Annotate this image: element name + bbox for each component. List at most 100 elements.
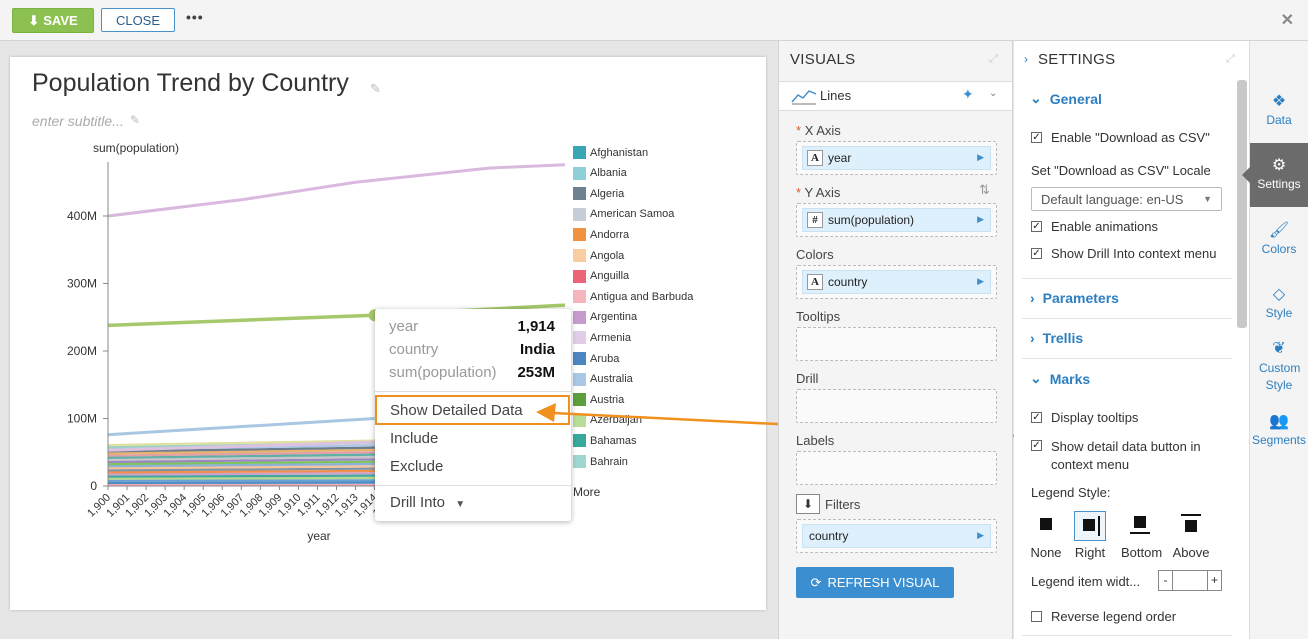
save-button[interactable]: ⬇ SAVE	[12, 8, 94, 33]
colors-field-pill[interactable]: A country ▶	[802, 270, 991, 294]
edit-title-pencil-icon[interactable]: ✎	[370, 81, 381, 96]
animations-checkbox-row[interactable]: ✓ Enable animations	[1031, 219, 1158, 234]
series-line[interactable]	[107, 469, 394, 474]
y-axis-field-pill[interactable]: # sum(population) ▶	[802, 208, 991, 232]
detail-button-checkbox-row[interactable]: ✓ Show detail data button in context men…	[1031, 438, 1201, 474]
series-line[interactable]	[107, 450, 394, 457]
drill-into-menu-item[interactable]: Drill Into ▼	[390, 494, 465, 511]
rail-item-segments[interactable]: 👥 Segments	[1250, 411, 1308, 447]
legend-item[interactable]: Aruba	[573, 351, 619, 366]
detail-button-checkbox[interactable]: ✓	[1031, 440, 1042, 451]
visual-type-selector[interactable]: Lines ✦ ⌄	[779, 81, 1012, 111]
labels-shelf[interactable]	[796, 451, 997, 485]
download-csv-checkbox[interactable]: ✓	[1031, 132, 1042, 143]
series-line[interactable]	[107, 460, 394, 466]
drill-menu-checkbox-row[interactable]: ✓ Show Drill Into context menu	[1031, 246, 1216, 261]
x-axis-shelf[interactable]: A year ▶	[796, 141, 997, 175]
filters-shelf[interactable]: country ▶	[796, 519, 997, 553]
trellis-section-toggle[interactable]: › Trellis	[1030, 330, 1083, 346]
series-line[interactable]	[107, 455, 394, 461]
drill-shelf[interactable]	[796, 389, 997, 423]
caret-right-icon[interactable]: ▶	[977, 152, 984, 162]
series-line[interactable]	[107, 417, 375, 437]
animations-checkbox[interactable]: ✓	[1031, 221, 1042, 232]
legend-item[interactable]: Andorra	[573, 227, 629, 242]
caret-right-icon[interactable]: ▶	[977, 530, 984, 540]
series-line[interactable]	[107, 465, 394, 470]
settings-scrollbar[interactable]	[1237, 80, 1247, 328]
reverse-order-checkbox-row[interactable]: Reverse legend order	[1031, 609, 1176, 624]
exclude-menu-item[interactable]: Exclude	[390, 458, 444, 475]
legend-more-link[interactable]: More	[573, 485, 601, 499]
series-line[interactable]	[107, 476, 394, 480]
include-menu-item[interactable]: Include	[390, 430, 439, 447]
legend-item[interactable]: Austria	[573, 392, 624, 407]
series-line[interactable]	[107, 472, 394, 476]
edit-subtitle-pencil-icon[interactable]: ✎	[130, 113, 141, 127]
series-line[interactable]	[107, 448, 394, 455]
rail-item-style[interactable]: ◇ Style	[1250, 284, 1308, 320]
legend-width-stepper[interactable]: - +	[1158, 570, 1222, 591]
legend-item[interactable]: American Samoa	[573, 207, 674, 222]
x-axis-field-pill[interactable]: A year ▶	[802, 146, 991, 170]
legend-style-none[interactable]: None	[1027, 511, 1065, 560]
series-line[interactable]	[107, 467, 394, 472]
subtitle-input[interactable]: enter subtitle...	[32, 113, 124, 129]
series-line[interactable]	[107, 474, 394, 478]
sort-icon[interactable]: ⇅	[979, 182, 990, 197]
drill-menu-checkbox[interactable]: ✓	[1031, 248, 1042, 259]
reverse-order-checkbox[interactable]	[1031, 611, 1042, 622]
legend-item[interactable]: Armenia	[573, 330, 631, 345]
caret-right-icon[interactable]: ▶	[977, 276, 984, 286]
legend-style-above[interactable]: Above	[1172, 511, 1210, 560]
chart-title[interactable]: Population Trend by Country	[32, 69, 349, 97]
marks-section-toggle[interactable]: ⌄ Marks	[1030, 370, 1090, 387]
expand-icon[interactable]: ⤢	[1226, 53, 1235, 65]
legend-item[interactable]: Algeria	[573, 186, 624, 201]
display-tooltips-checkbox[interactable]: ✓	[1031, 412, 1042, 423]
series-line[interactable]	[107, 440, 375, 452]
series-line[interactable]	[107, 446, 394, 453]
legend-item[interactable]: Afghanistan	[573, 145, 648, 160]
caret-right-icon[interactable]: ▶	[977, 214, 984, 224]
series-line[interactable]	[107, 479, 394, 482]
sparkle-icon[interactable]: ✦	[962, 86, 974, 102]
colors-shelf[interactable]: A country ▶	[796, 265, 997, 299]
series-line[interactable]	[107, 163, 566, 218]
chevron-right-icon[interactable]: ›	[1024, 52, 1028, 66]
legend-style-right[interactable]: Right	[1071, 511, 1109, 560]
decrement-button[interactable]: -	[1159, 571, 1173, 590]
legend-item[interactable]: Bahamas	[573, 433, 636, 448]
general-section-toggle[interactable]: ⌄ General	[1030, 90, 1102, 107]
expand-icon[interactable]: ⤢	[989, 53, 998, 65]
legend-item[interactable]: Azerbaijan	[573, 413, 642, 428]
locale-select[interactable]: Default language: en-US ▼	[1031, 187, 1222, 211]
legend-item[interactable]: Angola	[573, 248, 624, 263]
display-tooltips-checkbox-row[interactable]: ✓ Display tooltips	[1031, 410, 1138, 425]
refresh-visual-button[interactable]: ⟳ REFRESH VISUAL	[796, 567, 954, 598]
rail-item-settings[interactable]: ⚙ Settings	[1242, 143, 1308, 207]
legend-item[interactable]: Antigua and Barbuda	[573, 289, 693, 304]
legend-item[interactable]: Australia	[573, 372, 633, 387]
legend-item[interactable]: Bahrain	[573, 454, 628, 469]
show-detailed-data-menu-item[interactable]: Show Detailed Data	[390, 402, 523, 419]
parameters-section-toggle[interactable]: › Parameters	[1030, 290, 1119, 306]
increment-button[interactable]: +	[1207, 571, 1221, 590]
series-line[interactable]	[107, 453, 394, 459]
close-x-icon[interactable]: ✕	[1280, 12, 1294, 29]
close-button[interactable]: CLOSE	[101, 8, 175, 32]
y-axis-shelf[interactable]: # sum(population) ▶	[796, 203, 997, 237]
legend-style-bottom[interactable]: Bottom	[1121, 511, 1162, 560]
filter-download-icon[interactable]: ⬇	[796, 494, 820, 514]
rail-item-data[interactable]: ❖ Data	[1250, 91, 1308, 127]
legend-item[interactable]: Anguilla	[573, 269, 629, 284]
series-line[interactable]	[107, 439, 394, 447]
rail-item-custom-style[interactable]: ❦ Custom Style	[1250, 338, 1308, 394]
rail-item-colors[interactable]: 🖌 Colors	[1250, 220, 1308, 256]
legend-item[interactable]: Albania	[573, 166, 627, 181]
download-csv-checkbox-row[interactable]: ✓ Enable "Download as CSV"	[1031, 130, 1210, 145]
series-line[interactable]	[107, 458, 394, 464]
more-options-icon[interactable]: •••	[186, 9, 204, 25]
legend-item[interactable]: Argentina	[573, 310, 637, 325]
tooltips-shelf[interactable]	[796, 327, 997, 361]
